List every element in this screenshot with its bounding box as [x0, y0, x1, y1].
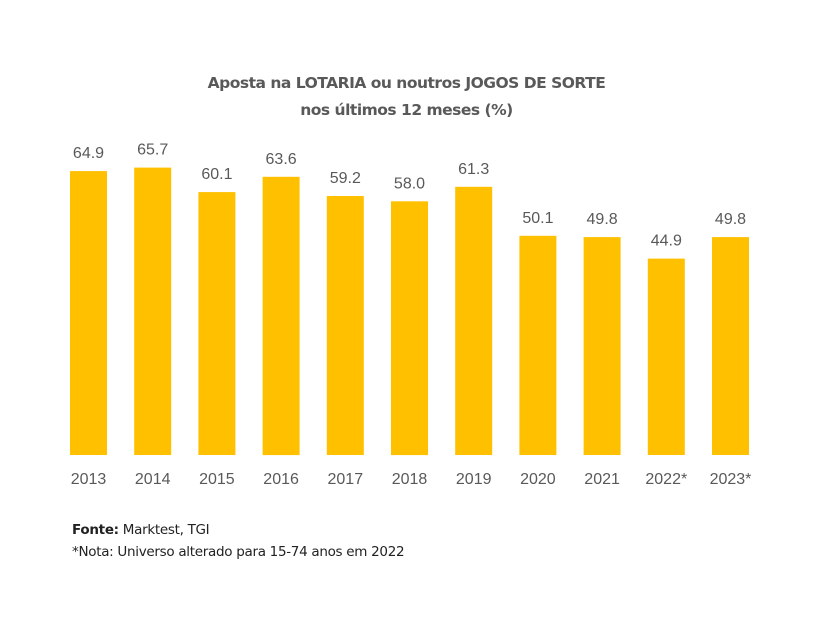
x-tick-label: 2019 [456, 471, 492, 488]
universe-note: *Nota: Universo alterado para 15-74 anos… [72, 544, 405, 560]
x-tick-label: 2021 [584, 471, 620, 488]
source-text: Marktest, TGI [118, 522, 210, 538]
x-tick-label: 2016 [263, 471, 299, 488]
value-label: 60.1 [201, 166, 232, 183]
x-tick-label: 2022* [645, 471, 687, 488]
value-label: 63.6 [266, 151, 297, 168]
x-tick-label: 2017 [328, 471, 364, 488]
source-note: Fonte: Marktest, TGI [72, 522, 210, 538]
bar-2016 [262, 176, 300, 456]
bar-2023 [712, 237, 749, 455]
value-label: 65.7 [137, 142, 168, 159]
value-label: 44.9 [651, 233, 682, 250]
bar-2019 [455, 186, 493, 456]
x-tick-label: 2020 [520, 471, 556, 488]
value-label: 64.9 [73, 145, 104, 162]
bar-2013 [70, 171, 107, 455]
bar-2018 [391, 201, 428, 456]
value-label: 49.8 [715, 211, 746, 228]
value-label: 49.8 [587, 211, 618, 228]
bar-2014 [134, 167, 172, 455]
bar-2022 [647, 258, 685, 455]
x-tick-label: 2013 [71, 471, 107, 488]
chart-subtitle: nos últimos 12 meses (%) [300, 101, 513, 119]
value-label: 59.2 [330, 170, 361, 187]
chart-title: Aposta na LOTARIA ou noutros JOGOS DE SO… [207, 74, 606, 92]
value-label: 50.1 [522, 210, 553, 227]
bar-2015 [198, 192, 236, 455]
bar-2017 [326, 196, 364, 455]
value-label: 61.3 [458, 161, 489, 178]
x-tick-label: 2018 [392, 471, 428, 488]
bar-2021 [583, 237, 621, 455]
x-tick-label: 2015 [199, 471, 235, 488]
x-tick-label: 2014 [135, 471, 171, 488]
bar-2020 [519, 235, 557, 455]
value-label: 58.0 [394, 175, 425, 192]
x-tick-label: 2023* [710, 471, 752, 488]
source-label: Fonte: [72, 522, 119, 538]
